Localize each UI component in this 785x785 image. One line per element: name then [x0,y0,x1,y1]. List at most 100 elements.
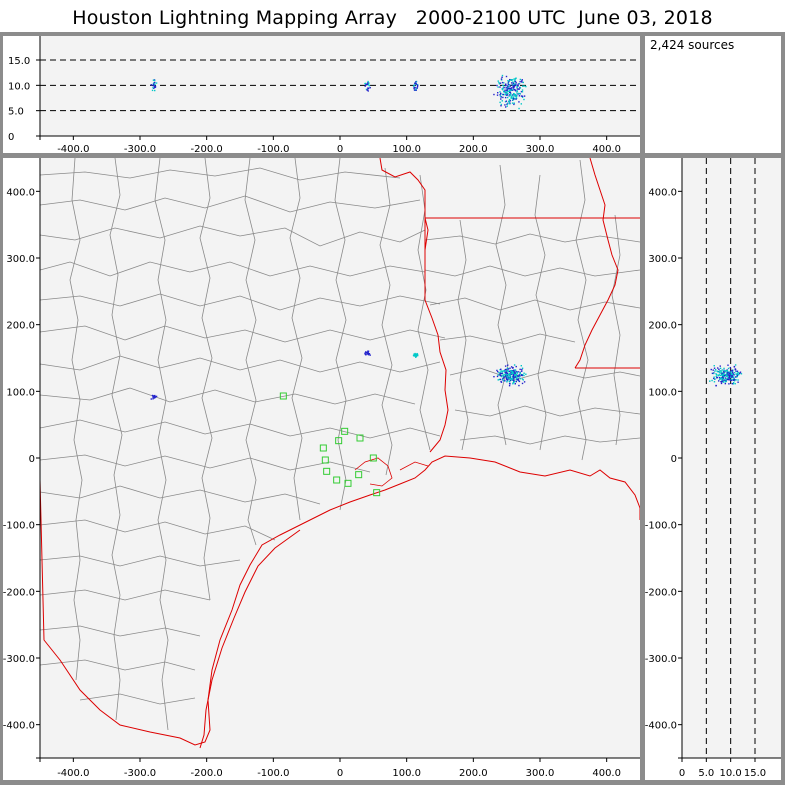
plan-source-point [415,355,417,358]
side-source-point [738,373,740,376]
plan-source-point [503,370,505,372]
side-source-point [731,373,734,376]
plan-source-point [517,378,520,380]
altitude-source-point [499,95,502,97]
plan-source-point [516,371,518,373]
altitude-source-point [520,103,523,105]
plan-source-point [152,396,154,398]
altitude-source-point [504,90,506,93]
altitude-source-point [507,81,510,83]
plan-source-point [416,352,418,355]
side-source-point [727,364,729,366]
altitude-y-tick-label: 15.0 [8,56,30,67]
altitude-source-point [499,94,501,96]
plan-source-point [519,371,521,373]
altitude-source-point [412,85,415,87]
station-marker [356,434,364,442]
altitude-source-point [509,99,511,102]
plan-source-point [519,372,522,374]
panel-frame [640,32,645,785]
plan-source-point [504,375,507,377]
plan-source-point [516,372,519,374]
plan-source-point [367,352,369,354]
side-source-point [732,376,735,378]
plan-source-point [521,368,523,371]
side-source-point [725,374,727,376]
plan-source-point [508,380,511,383]
altitude-source-point [506,92,509,95]
plan-source-point [522,374,524,376]
plan-source-point [502,370,504,373]
plan-source-point [500,375,503,378]
altitude-source-point [500,98,502,100]
altitude-source-point [517,88,520,90]
plan-source-point [509,379,512,382]
side-dashed-levels [705,158,756,758]
side-source-point [726,369,728,372]
altitude-source-point [364,85,366,87]
altitude-source-point [513,93,516,95]
altitude-source-point [414,82,416,84]
side-source-point [736,374,739,377]
plan-source-point [500,368,502,371]
plan-x-tick-label: 400.0 [592,768,621,779]
plan-source-point [506,369,508,371]
plan-source-point [512,371,514,373]
station-marker [321,456,329,464]
altitude-source-point [152,83,155,85]
side-source-point [724,370,726,372]
side-source-point [726,374,729,376]
altitude-source-point [506,85,509,87]
plan-source-point [513,364,516,366]
altitude-source-point [154,85,157,88]
altitude-source-point [496,84,498,87]
altitude-source-point [416,84,419,87]
altitude-x-tick-label: 200.0 [459,144,488,155]
side-y-tick-label: -300.0 [645,654,677,665]
altitude-source-point [516,90,519,92]
station-marker [335,437,343,445]
plan-source-point [367,350,369,352]
side-y-tick-label: 0 [671,454,677,465]
plan-source-points [150,350,527,400]
altitude-source-point [512,97,515,100]
altitude-source-point [504,93,507,96]
altitude-source-point [501,76,503,79]
altitude-source-point [368,82,370,84]
coastline-inner [354,457,429,487]
altitude-source-point [521,89,524,91]
plan-x-tick-label: 0 [337,768,343,779]
plan-source-point [516,376,518,378]
side-source-point [719,367,722,370]
plan-source-point [507,373,510,376]
side-source-point [717,374,719,377]
side-source-point [729,370,732,373]
altitude-source-point [154,86,157,88]
side-source-point [729,379,731,381]
plan-source-point [414,352,416,355]
altitude-source-point [500,79,503,81]
panel-frame [0,32,3,785]
altitude-source-point [508,98,511,101]
side-source-point [711,379,713,382]
altitude-source-point [509,85,511,88]
plan-source-point [521,382,524,385]
side-source-point [719,374,722,377]
side-source-point [733,377,735,379]
side-source-point [729,371,731,373]
plan-source-point [416,353,419,356]
altitude-source-point [500,78,503,80]
altitude-panel: 15.0 10.0 5.0 0 -400.0 -300.0 -200.0 -100.0 0 10… [8,36,640,155]
altitude-source-point [510,82,513,84]
side-source-point [739,372,741,375]
altitude-source-point [153,87,155,89]
side-source-point [723,370,725,372]
side-source-point [720,370,722,372]
plan-source-point [503,374,505,376]
altitude-source-point [506,91,508,93]
side-y-tick-label: 100.0 [648,387,677,398]
side-source-point [733,366,736,368]
altitude-source-point [507,82,509,84]
panel-frame [0,153,785,158]
altitude-source-point [513,102,515,104]
